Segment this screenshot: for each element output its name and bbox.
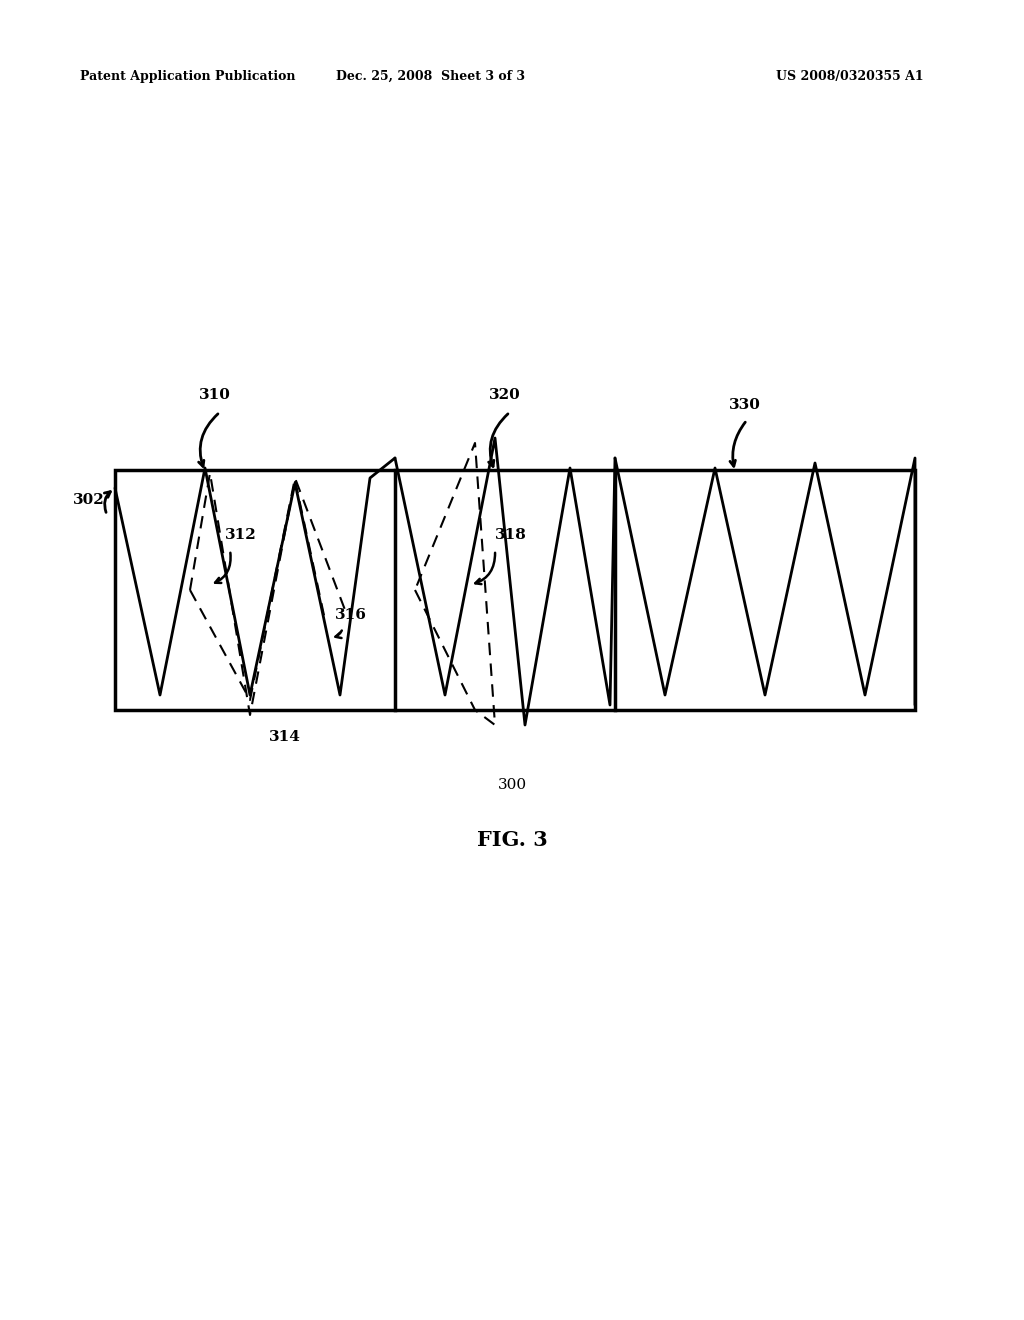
- Text: Patent Application Publication: Patent Application Publication: [80, 70, 296, 83]
- Text: 316: 316: [335, 609, 367, 622]
- Bar: [115, 470, 915, 710]
- Text: 330: 330: [729, 399, 761, 412]
- Text: FIG. 3: FIG. 3: [476, 830, 548, 850]
- Text: 314: 314: [269, 730, 301, 744]
- Text: Dec. 25, 2008  Sheet 3 of 3: Dec. 25, 2008 Sheet 3 of 3: [336, 70, 524, 83]
- Text: 302: 302: [74, 492, 105, 507]
- Text: 312: 312: [225, 528, 257, 543]
- Text: 300: 300: [498, 777, 526, 792]
- Text: 310: 310: [199, 388, 231, 403]
- Text: 320: 320: [489, 388, 521, 403]
- Text: 318: 318: [495, 528, 527, 543]
- Text: US 2008/0320355 A1: US 2008/0320355 A1: [776, 70, 924, 83]
